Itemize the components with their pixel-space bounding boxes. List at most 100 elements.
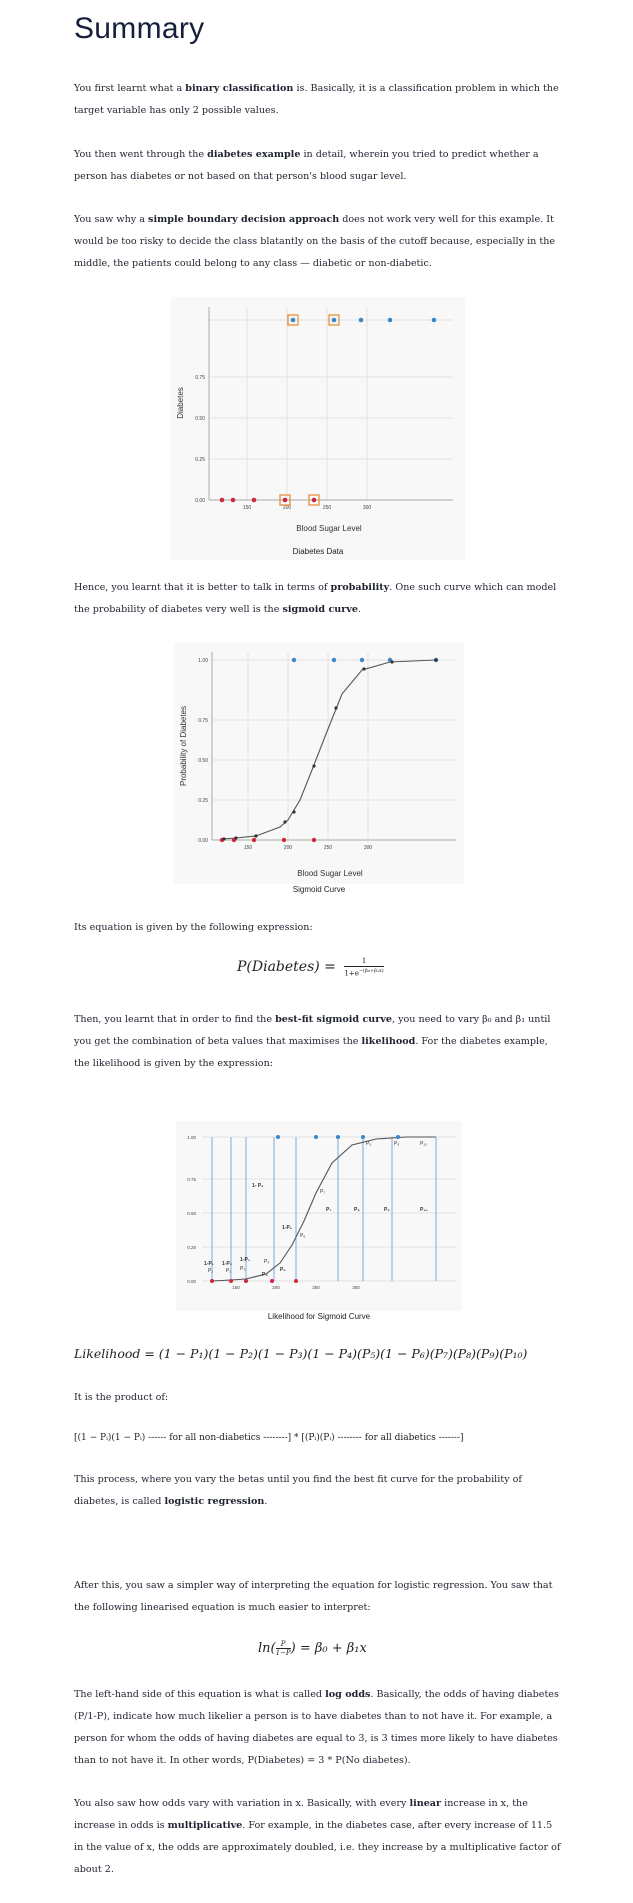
- curve-label: P₇: [326, 1207, 331, 1213]
- y-tick: 0.50: [195, 416, 205, 422]
- paragraph-binary-classification: You first learnt what a binary classific…: [74, 83, 559, 116]
- data-point: [311, 837, 317, 843]
- x-tick: 150: [232, 1285, 240, 1290]
- product-expression: [(1 − Pᵢ)(1 − Pᵢ) ------ for all non-dia…: [74, 1433, 464, 1443]
- equation-lhs: ln(: [258, 1641, 276, 1656]
- data-point: [336, 1135, 340, 1139]
- data-point: [331, 317, 337, 323]
- curve-label: P₉: [394, 1141, 399, 1147]
- data-point: [251, 837, 257, 843]
- data-point: [210, 1279, 214, 1283]
- figure-caption: Diabetes Data: [292, 547, 344, 556]
- data-point: [282, 497, 288, 503]
- sigmoid-chart: 0.00 0.25 0.50 0.75 1.00 150 200 250 300…: [179, 652, 456, 878]
- y-tick: 0.75: [195, 375, 205, 381]
- likelihood-chart: 0.00 0.25 0.50 0.75 1.00 150 200 250 300: [187, 1135, 456, 1290]
- y-tick: 0.00: [195, 498, 205, 504]
- figure-diabetes-data: 0.00 0.25 0.50 0.75 150 200 250 300 Bloo…: [171, 297, 465, 560]
- paragraph-product-of: It is the product of:: [74, 1392, 169, 1403]
- y-tick: 1.00: [187, 1135, 196, 1140]
- y-tick: 0.25: [187, 1245, 196, 1250]
- x-axis-label: Blood Sugar Level: [296, 524, 362, 533]
- curve-label: P₅: [280, 1267, 286, 1273]
- equation-numerator: P: [275, 1640, 291, 1649]
- x-tick: 200: [284, 845, 293, 851]
- x-tick: 300: [364, 845, 373, 851]
- data-point: [331, 657, 337, 663]
- y-tick: 0.75: [187, 1177, 196, 1182]
- curve-label: 1-P₂: [222, 1261, 232, 1267]
- data-point: [396, 1135, 400, 1139]
- paragraph-log-odds: The left-hand side of this equation is w…: [74, 1689, 559, 1766]
- data-point: [244, 1279, 248, 1283]
- paragraph-linearised: After this, you saw a simpler way of int…: [74, 1580, 553, 1613]
- equation-denominator: 1+e: [344, 969, 359, 978]
- y-axis-label: Diabetes: [176, 387, 185, 419]
- x-tick: 250: [323, 505, 332, 511]
- data-point: [270, 1279, 274, 1283]
- data-point: [294, 1279, 298, 1283]
- curve-label: P₁: [208, 1268, 213, 1274]
- data-point: [219, 497, 225, 503]
- paragraph-probability: Hence, you learnt that it is better to t…: [74, 582, 557, 615]
- y-tick: 0.00: [198, 838, 208, 844]
- curve-label: P₁₀: [420, 1141, 427, 1147]
- paragraph-diabetes-example: You then went through the diabetes examp…: [74, 149, 539, 182]
- data-point: [291, 657, 297, 663]
- data-point: [387, 317, 393, 323]
- y-axis-label: Probability of Diabetes: [179, 706, 188, 786]
- x-tick: 150: [244, 845, 253, 851]
- figure-sigmoid-curve: 0.00 0.25 0.50 0.75 1.00 150 200 250 300…: [174, 642, 464, 884]
- curve-label: 1-P₁: [204, 1261, 214, 1267]
- highlight-box: [328, 314, 340, 326]
- highlight-box: [287, 314, 299, 326]
- curve-label: 1-P₃: [240, 1257, 251, 1263]
- data-point: [251, 497, 257, 503]
- data-point: [359, 657, 365, 663]
- equation-denominator: 1−P: [275, 1649, 291, 1657]
- figure-caption: Likelihood for Sigmoid Curve: [267, 1312, 371, 1321]
- curve-label: P₅: [366, 1141, 371, 1147]
- paragraph-boundary-approach: You saw why a simple boundary decision a…: [74, 214, 556, 269]
- y-tick: 0.25: [198, 798, 208, 804]
- curve-label: P₁₀: [420, 1207, 428, 1213]
- y-tick: 0.25: [195, 457, 205, 463]
- data-point: [230, 497, 236, 503]
- curve-label: P₂: [226, 1268, 231, 1274]
- diabetes-data-chart: 0.00 0.25 0.50 0.75 150 200 250 300 Bloo…: [176, 307, 453, 533]
- y-tick: 0.50: [187, 1211, 196, 1216]
- curve-label: P₈: [354, 1207, 360, 1213]
- equation-lhs: P(Diabetes) =: [237, 959, 336, 976]
- curve-label: P₃: [240, 1266, 245, 1272]
- paragraph-best-fit: Then, you learnt that in order to find t…: [74, 1014, 551, 1069]
- curve-label: P₇: [320, 1189, 325, 1195]
- equation-rhs: ) = β₀ + β₁x: [290, 1641, 367, 1656]
- paragraph-logistic-regression: This process, where you vary the betas u…: [74, 1474, 522, 1507]
- highlight-box: [279, 494, 291, 506]
- sigmoid-equation: P(Diabetes) = 1 1+e−(β₀+β₁x): [237, 957, 384, 977]
- data-point: [361, 1135, 365, 1139]
- equation-exponent: −(β₀+β₁x): [358, 968, 384, 974]
- y-tick: 0.75: [198, 718, 208, 724]
- paragraph-multiplicative: You also saw how odds vary with variatio…: [74, 1798, 561, 1875]
- sigmoid-curve: [221, 659, 437, 840]
- curve-label: P₆: [300, 1233, 305, 1239]
- equation-numerator: 1: [344, 957, 384, 967]
- x-tick: 300: [352, 1285, 360, 1290]
- page-title: Summary: [74, 12, 205, 45]
- x-tick: 300: [363, 505, 372, 511]
- likelihood-equation: Likelihood = (1 − P₁)(1 − P₂)(1 − P₃)(1 …: [74, 1346, 528, 1361]
- highlight-box: [308, 494, 320, 506]
- y-tick: 1.00: [198, 658, 208, 664]
- y-tick: 0.50: [198, 758, 208, 764]
- curve-label: P₉: [384, 1207, 390, 1213]
- figure-caption: Sigmoid Curve: [292, 885, 346, 894]
- data-point: [276, 1135, 280, 1139]
- x-axis-label: Blood Sugar Level: [297, 869, 363, 878]
- curve-label: P₄: [264, 1259, 269, 1265]
- curve-label: P₄: [262, 1272, 268, 1278]
- log-odds-equation: ln( P 1−P ) = β₀ + β₁x: [258, 1640, 367, 1657]
- data-point: [281, 837, 287, 843]
- x-tick: 250: [324, 845, 333, 851]
- x-tick: 200: [283, 505, 292, 511]
